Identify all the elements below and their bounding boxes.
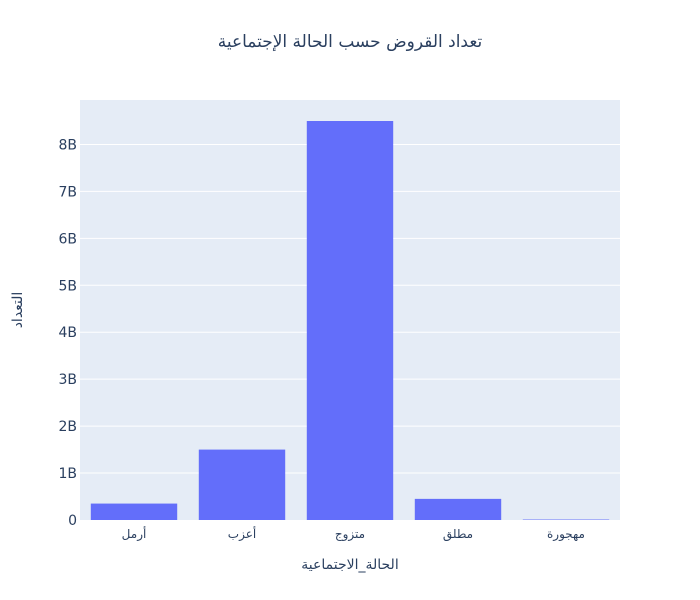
x-tick-label: أعزب [228,526,256,542]
y-tick-label: 2B [58,419,77,435]
chart-title: تعداد القروض حسب الحالة الإجتماعية [218,32,483,52]
bar [414,498,502,520]
y-axis-title: التعداد [10,292,26,329]
y-tick-label: 0 [68,513,77,529]
bar [90,503,178,520]
x-tick-label: مهجورة [547,527,585,542]
y-tick-label: 5B [58,278,77,294]
y-tick-label: 4B [58,325,77,341]
x-tick-label: أرمل [122,526,147,542]
x-axis-ticks: أرمل أعزب متزوج مطلق مهجورة [122,526,585,542]
bar [198,449,286,520]
y-tick-label: 1B [58,466,77,482]
x-axis-title: الحالة_الاجتماعية [301,557,398,573]
y-tick-label: 3B [58,372,77,388]
y-tick-label: 7B [58,184,77,200]
y-axis-ticks: 0 1B 2B 3B 4B 5B 6B 7B 8B [58,137,77,529]
x-tick-label: متزوج [335,527,365,542]
bar [306,121,394,520]
y-tick-label: 6B [58,231,77,247]
y-tick-label: 8B [58,137,77,153]
bars [90,121,610,520]
x-tick-label: مطلق [443,527,473,542]
